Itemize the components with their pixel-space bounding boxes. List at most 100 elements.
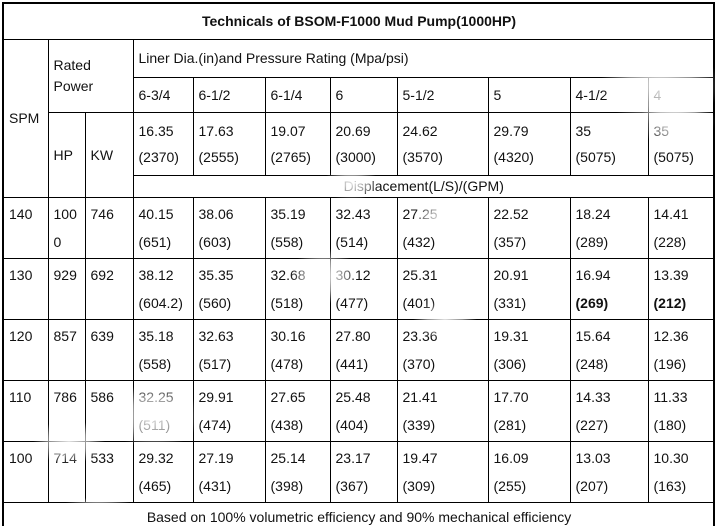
kw-value: 639 [84,318,134,381]
displacement-ls: 16.94 [575,266,611,283]
displacement-ls: 23.17 [335,449,371,466]
displacement-ls: 25.48 [335,388,371,405]
pressure-rating-cell: 24.62 (3570) [396,111,489,176]
spm-value: 110 [2,379,49,442]
pressure-psi: (3570) [402,148,443,165]
displacement-gpm: (477) [335,294,369,311]
displacement-gpm: (474) [198,416,232,433]
hp-value: 857 [47,318,86,381]
pressure-rating-cell: 19.07 (2765) [264,111,331,176]
displacement-cell: 30.12 (477) [329,257,398,320]
pressure-psi: (3000) [335,148,376,165]
displacement-cell: 17.70 (281) [487,379,571,442]
liner-size-header: 5 [487,76,571,113]
displacement-cell: 14.41 (228) [647,196,715,259]
pressure-rating-cell: 17.63 (2555) [192,111,266,176]
pump-data-row: 140 1000 746 40.15 (651) 38.06 (603) 35.19 (558)… [2,196,715,259]
liner-sizes-row: 6-3/4 6-1/2 6-1/4 6 5-1/2 5 4-1/2 4 [3,76,715,113]
displacement-ls: 21.41 [402,388,438,405]
displacement-cell: 32.43 (514) [329,196,398,259]
displacement-ls: 18.24 [575,205,611,222]
displacement-ls: 16.09 [493,449,529,466]
displacement-gpm: (431) [198,477,232,494]
hp-value: 714 [47,440,86,503]
displacement-ls: 30.16 [270,327,306,344]
displacement-gpm: (228) [653,233,687,250]
displacement-cell: 13.39 (212) [647,257,715,320]
pressure-rating-cell: 35 (5075) [647,111,715,176]
displacement-ls: 35.35 [198,266,234,283]
pressure-rating-cell: 20.69 (3000) [329,111,398,176]
liner-size-header: 6-1/4 [264,76,331,113]
displacement-cell: 20.91 (331) [487,257,571,320]
displacement-ls: 25.31 [402,266,438,283]
displacement-gpm: (196) [653,355,687,372]
displacement-cell: 27.25 (432) [396,196,489,259]
displacement-gpm: (441) [335,355,369,372]
liner-size-header: 6-3/4 [132,76,194,113]
pressure-mpa: 29.79 [493,122,529,139]
title-row: Technicals of BSOM-F1000 Mud Pump(1000HP… [2,2,715,40]
displacement-cell: 32.68 (518) [264,257,331,320]
pump-data-row: 110 786 586 32.25 (511) 29.91 (474) 27.65 (438) 2… [2,379,715,442]
displacement-ls: 17.70 [493,388,529,405]
displacement-ls: 29.91 [198,388,234,405]
displacement-gpm: (514) [335,233,369,250]
displacement-ls: 12.36 [653,327,689,344]
displacement-cell: 38.12 (604.2) [132,257,194,320]
displacement-cell: 27.65 (438) [264,379,331,442]
displacement-ls: 13.03 [575,449,611,466]
displacement-cell: 32.25 (511) [132,379,194,442]
pressure-mpa: 19.07 [270,122,306,139]
displacement-ls: 40.15 [138,205,174,222]
displacement-cell: 29.91 (474) [192,379,266,442]
liner-size-header: 4-1/2 [569,76,649,113]
displacement-cell: 23.36 (370) [396,318,489,381]
displacement-ls: 15.64 [575,327,611,344]
displacement-gpm: (306) [493,355,527,372]
pressure-rating-cell: 29.79 (4320) [487,111,571,176]
displacement-gpm: (511) [138,416,171,433]
displacement-gpm: (269) [575,294,609,311]
displacement-cell: 19.31 (306) [487,318,571,381]
displacement-cell: 32.63 (517) [192,318,266,381]
displacement-gpm: (465) [138,477,172,494]
pressure-mpa: 24.62 [402,122,438,139]
liner-size-header: 6-1/2 [192,76,266,113]
displacement-cell: 12.36 (196) [647,318,715,381]
spm-value: 120 [2,318,49,381]
pressure-psi: (2765) [270,148,311,165]
displacement-gpm: (478) [270,355,304,372]
displacement-ls: 32.68 [270,266,306,283]
displacement-gpm: (339) [402,416,436,433]
pressure-rating-row: HP KW 16.35 (2370) 17.63 (2555) 19.07 (2… [3,111,715,198]
pump-data-row: 100 714 533 29.32 (465) 27.19 (431) 25.14 (398) 2… [2,440,715,503]
hp-value: 929 [47,257,86,320]
displacement-cell: 15.64 (248) [569,318,649,381]
displacement-gpm: (560) [198,294,232,311]
footer-row: Based on 100% volumetric efficiency and … [2,501,715,526]
displacement-cell: 35.19 (558) [264,196,331,259]
kw-column-header: KW [84,111,134,198]
displacement-gpm: (438) [270,416,304,433]
displacement-gpm: (404) [335,416,369,433]
pressure-psi: (5075) [653,148,694,165]
pressure-psi: (2555) [198,148,239,165]
kw-value: 746 [84,196,134,259]
liner-size-header: 6 [329,76,398,113]
displacement-ls: 35.18 [138,327,174,344]
displacement-gpm: (518) [270,294,304,311]
displacement-gpm: (180) [653,416,687,433]
displacement-cell: 13.03 (207) [569,440,649,503]
displacement-cell: 11.33 (180) [647,379,715,442]
displacement-cell: 38.06 (603) [192,196,266,259]
pressure-rating-cell: 16.35 (2370) [132,111,194,176]
pressure-psi: (5075) [575,148,616,165]
displacement-ls: 14.41 [653,205,689,222]
displacement-ls: 11.33 [653,388,688,405]
displacement-ls: 30.12 [335,266,371,283]
displacement-cell: 23.17 (367) [329,440,398,503]
pressure-mpa: 16.35 [138,122,174,139]
displacement-cell: 10.30 (163) [647,440,715,503]
